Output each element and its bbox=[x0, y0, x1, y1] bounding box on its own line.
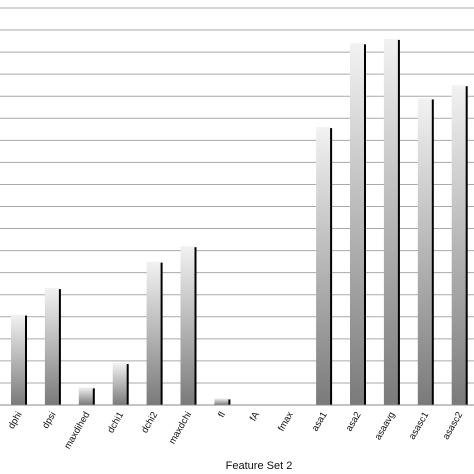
bar-dpsi bbox=[44, 288, 59, 405]
bar-dchi1 bbox=[112, 363, 127, 405]
bar-asa2 bbox=[350, 43, 364, 406]
bar-asa1 bbox=[316, 127, 331, 405]
x-axis-title: Feature Set 2 bbox=[226, 460, 293, 472]
x-tick-label-asaavg: asaavg bbox=[373, 410, 398, 442]
x-tick-label-dpsi: dpsi bbox=[40, 410, 58, 431]
x-tick-label-dphi: dphi bbox=[6, 410, 25, 431]
bar-asaavg bbox=[383, 38, 398, 405]
x-tick-label-asa1: asa1 bbox=[310, 410, 330, 433]
bars bbox=[11, 38, 468, 406]
x-tick-label-asa2: asa2 bbox=[344, 410, 364, 433]
x-tick-labels: dphi dpsi maxdihed dchi1 dchi2 maxdchi fl fA fma… bbox=[6, 409, 466, 451]
x-tick-label-maxdchi: maxdchi bbox=[167, 410, 194, 446]
x-tick-label-fA: fA bbox=[248, 409, 262, 423]
bar-asasc2 bbox=[451, 85, 466, 405]
x-tick-label-fl: fl bbox=[216, 410, 228, 420]
x-tick-label-asasc1: asasc1 bbox=[407, 410, 432, 442]
bar-maxdihed bbox=[78, 387, 93, 405]
x-tick-label-asasc2: asasc2 bbox=[441, 410, 466, 442]
bar-asasc1 bbox=[417, 98, 432, 405]
gridlines bbox=[0, 7, 474, 384]
x-tick-label-dchi2: dchi2 bbox=[139, 410, 160, 435]
x-tick-label-fmax: fmax bbox=[276, 410, 296, 434]
bar-fl bbox=[214, 398, 229, 405]
bar-dphi bbox=[11, 314, 25, 405]
x-tick-label-maxdihed: maxdihed bbox=[62, 410, 92, 451]
x-tick-label-dchi1: dchi1 bbox=[105, 410, 126, 435]
bar-maxdchi bbox=[180, 246, 195, 405]
bar-dchi2 bbox=[146, 261, 161, 405]
